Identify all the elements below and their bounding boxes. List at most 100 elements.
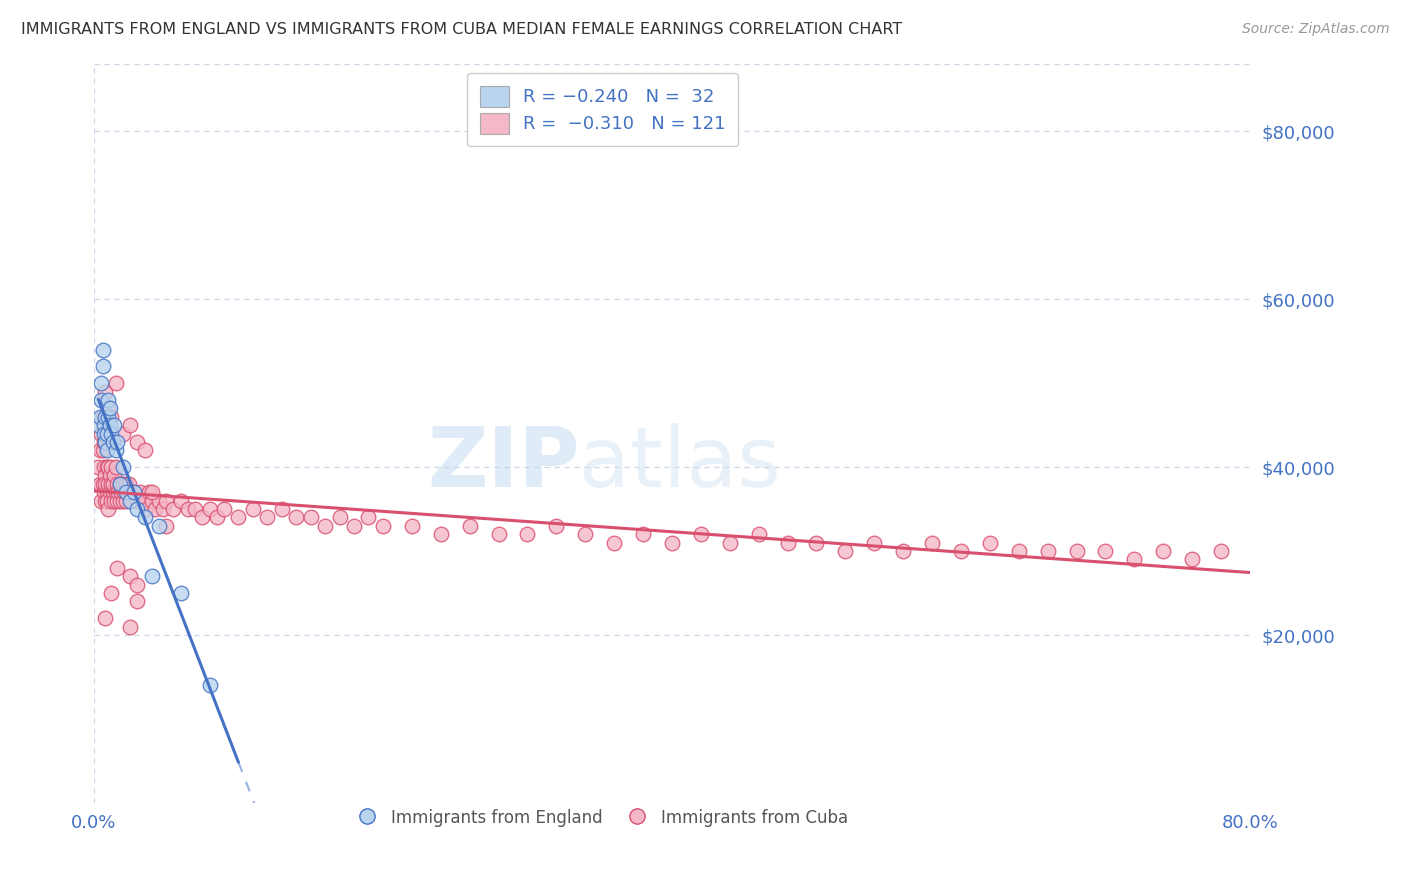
Point [105,493,128,508]
Point [631,527,654,541]
Point [104,485,127,500]
Point [1152,544,1174,558]
Point [121,493,143,508]
Point [108,476,131,491]
Text: Source: ZipAtlas.com: Source: ZipAtlas.com [1241,22,1389,37]
Point [124,485,146,500]
Point [212,502,235,516]
Point [141,493,163,508]
Point [256,510,278,524]
Point [285,510,308,524]
Point [90,376,112,391]
Point [100,460,122,475]
Text: IMMIGRANTS FROM ENGLAND VS IMMIGRANTS FROM CUBA MEDIAN FEMALE EARNINGS CORRELATI: IMMIGRANTS FROM ENGLAND VS IMMIGRANTS FR… [21,22,903,37]
Point [114,476,136,491]
Point [108,476,131,491]
Point [87,418,110,433]
Point [127,493,149,508]
Point [1123,552,1146,566]
Point [111,426,134,441]
Point [104,443,127,458]
Point [93,418,115,433]
Point [94,476,117,491]
Point [118,418,141,433]
Point [661,535,683,549]
Text: atlas: atlas [579,423,782,504]
Point [96,485,118,500]
Point [1036,544,1059,558]
Point [100,409,122,424]
Point [718,535,741,549]
Point [169,493,191,508]
Point [105,434,128,449]
Point [516,527,538,541]
Point [228,510,250,524]
Point [118,619,141,633]
Point [111,476,134,491]
Point [184,502,207,516]
Point [96,443,118,458]
Point [776,535,799,549]
Point [91,443,114,458]
Point [97,401,120,416]
Point [112,485,135,500]
Point [343,519,366,533]
Point [103,468,125,483]
Point [143,502,166,516]
Point [169,586,191,600]
Point [104,376,127,391]
Point [155,493,177,508]
Point [114,485,136,500]
Point [101,434,124,449]
Point [921,535,943,549]
Point [90,493,112,508]
Point [90,392,112,407]
Point [93,426,115,441]
Point [1181,552,1204,566]
Point [401,519,423,533]
Point [100,493,122,508]
Point [97,460,120,475]
Point [299,510,322,524]
Point [91,343,114,357]
Point [101,476,124,491]
Point [124,485,146,500]
Point [138,485,160,500]
Point [205,510,228,524]
Point [111,493,134,508]
Point [155,519,177,533]
Point [89,443,111,458]
Point [94,468,117,483]
Point [104,460,127,475]
Point [148,493,170,508]
Point [132,493,155,508]
Point [93,460,115,475]
Point [91,409,114,424]
Point [89,409,111,424]
Point [98,485,121,500]
Point [117,476,139,491]
Point [115,485,138,500]
Point [94,493,117,508]
Point [834,544,856,558]
Point [94,434,117,449]
Point [371,519,394,533]
Point [94,611,117,625]
Point [127,434,149,449]
Point [141,485,163,500]
Point [458,519,481,533]
Point [103,418,125,433]
Point [100,476,122,491]
Point [105,476,128,491]
Point [1066,544,1088,558]
Point [191,510,214,524]
Point [118,493,141,508]
Point [357,510,380,524]
Point [96,460,118,475]
Point [103,493,125,508]
Point [96,493,118,508]
Point [108,493,131,508]
Point [96,426,118,441]
Point [97,392,120,407]
Point [314,519,336,533]
